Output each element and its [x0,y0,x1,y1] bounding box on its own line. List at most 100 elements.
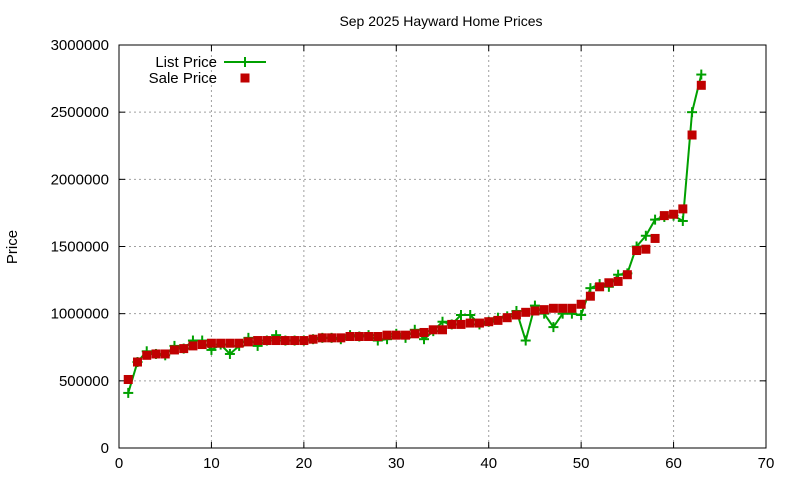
list-price-point [640,230,651,241]
sale-price-point [595,282,605,292]
sale-price-point [567,303,577,313]
sale-price-point [354,332,364,342]
sale-price-point [401,330,411,340]
sale-price-point [142,350,152,360]
sale-price-point [548,303,558,313]
sale-price-point [327,333,337,343]
sale-price-point [530,306,540,316]
sale-price-point [659,211,669,221]
y-axis-label: Price [4,230,21,264]
x-tick-label: 60 [665,455,682,472]
sale-price-point [696,80,706,90]
sale-price-point [216,338,226,348]
series-sale-price [123,80,706,384]
sale-price-point [613,276,623,286]
sale-price-point [428,325,438,335]
sale-price-point [521,307,531,317]
sale-price-point [669,209,679,219]
sale-price-point [650,233,660,243]
sale-price-point [410,329,420,339]
list-price-point [696,69,707,80]
list-price-point [677,215,688,226]
sale-price-point [687,130,697,140]
sale-price-point [280,336,290,346]
sale-price-point [456,319,466,329]
sale-price-point [678,204,688,214]
sale-price-point [447,319,457,329]
list-price-point [123,387,134,398]
sale-price-point [604,278,614,288]
sale-price-point [502,313,512,323]
sale-price-point [345,332,355,342]
sale-price-point [262,336,272,346]
sale-price-point [419,327,429,337]
sale-price-point [391,330,401,340]
sale-price-point [493,315,503,325]
list-price-point [585,283,596,294]
list-price-point [687,107,698,118]
y-tick-label: 1000000 [51,306,109,323]
sale-price-point [438,325,447,335]
sale-price-point [622,270,632,280]
plot-border [118,44,767,449]
list-price-point [465,310,476,321]
sale-price-point [641,244,651,254]
sale-price-point [271,336,281,346]
series [123,69,707,398]
sale-price-point [151,349,161,359]
list-price-point [224,348,235,359]
chart-title: Sep 2025 Hayward Home Prices [339,13,542,29]
legend-label: List Price [155,54,217,71]
sale-price-point [206,338,216,348]
y-tick-label: 0 [101,440,109,457]
sale-price-point [253,336,263,346]
y-tick-label: 2500000 [51,104,109,121]
sale-price-point [179,344,189,354]
sale-price-point [225,338,235,348]
x-tick-label: 30 [388,455,405,472]
list-price-point [576,310,587,321]
sale-price-point [197,340,207,350]
y-tick-label: 500000 [59,373,109,390]
x-tick-label: 40 [480,455,497,472]
sale-price-point [169,345,179,355]
sale-price-point [576,299,586,309]
sale-price-point [632,246,642,256]
grid [119,45,766,448]
list-price-point [520,335,531,346]
sale-price-point [336,333,346,343]
sale-price-point [382,330,392,340]
sale-price-point [299,336,309,346]
list-price-point [548,322,559,333]
sale-price-point [160,349,170,359]
sale-price-point [474,318,484,328]
axes: 0 10 20 30 40 50 60 70 0 500000 1000000 1500000 2000… [51,37,775,472]
x-tick-label: 20 [296,455,313,472]
sale-price-point [317,333,327,343]
legend-plus-marker [240,57,250,67]
sale-price-point [123,374,133,384]
legend-square-marker [240,73,250,83]
sale-price-point [465,318,475,328]
sale-price-point [539,305,549,315]
y-tick-label: 2000000 [51,171,109,188]
y-tick-label: 3000000 [51,37,109,54]
sale-price-point [484,317,494,327]
series-list-price [123,69,707,398]
sale-price-point [234,338,244,348]
sale-price-point [188,341,198,351]
sale-price-point [243,337,253,347]
list-price-point [650,214,661,225]
sale-price-point [373,332,383,342]
list-price-point [437,316,448,327]
x-tick-label: 10 [203,455,220,472]
sale-price-point [364,332,374,342]
sale-price-point [290,336,300,346]
sale-price-point [132,357,142,367]
sale-price-point [558,303,568,313]
x-tick-label: 0 [115,455,123,472]
x-tick-label: 50 [573,455,590,472]
